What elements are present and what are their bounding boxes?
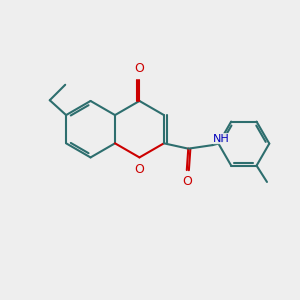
Text: O: O: [134, 62, 144, 75]
Text: NH: NH: [213, 134, 230, 144]
Text: O: O: [182, 176, 192, 188]
Text: O: O: [134, 163, 144, 176]
